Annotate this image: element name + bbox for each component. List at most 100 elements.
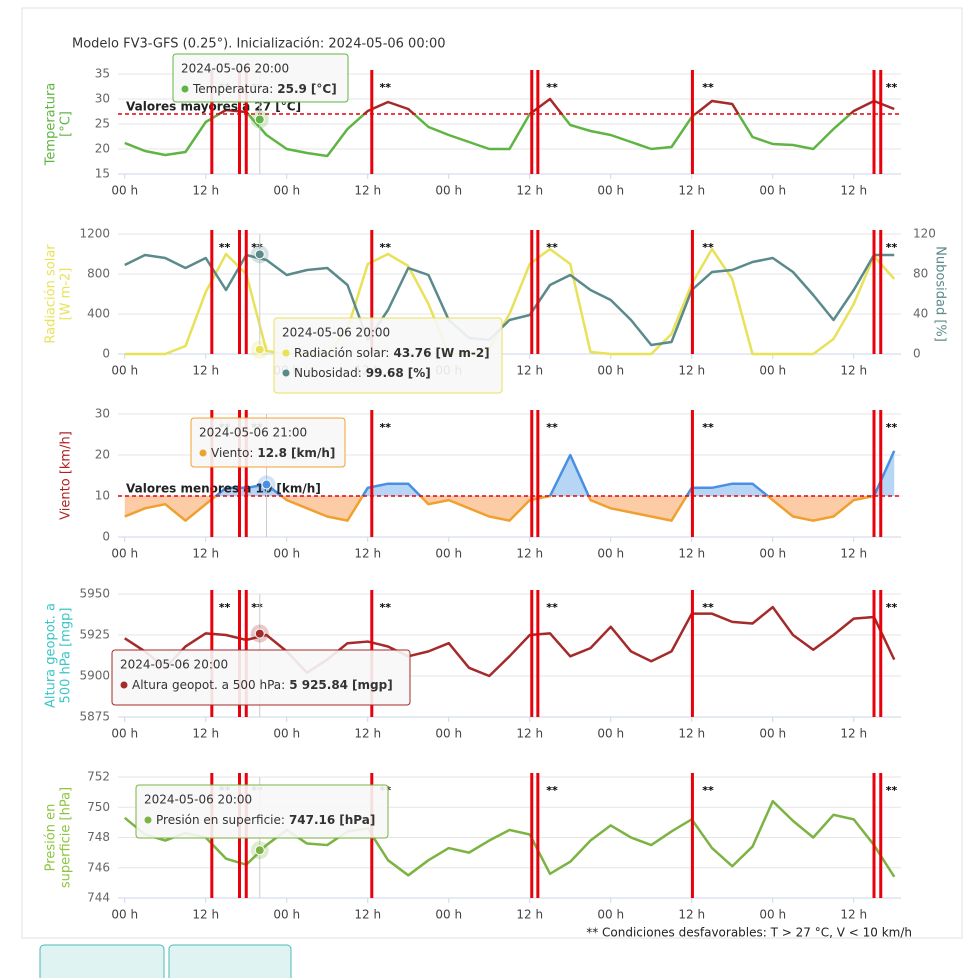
tooltip-value: 12.8: [257, 446, 287, 460]
x-tick-label: 00 h: [597, 908, 624, 922]
tooltip-label: Altura geopot. a 500 hPa:: [132, 678, 285, 692]
x-tick-label: 12 h: [678, 727, 705, 741]
tooltip-unit: [mgp]: [352, 678, 393, 692]
x-tick-label: 12 h: [516, 727, 543, 741]
tooltip-box: [135, 784, 389, 839]
tooltip-bullet: [199, 449, 207, 457]
y-axis-title: superficie [hPa]: [59, 787, 74, 888]
tooltip-value: 99.68: [366, 366, 404, 380]
x-tick-label: 12 h: [840, 727, 867, 741]
x-tick-label: 12 h: [192, 364, 219, 378]
y2-tick-label: 80: [913, 267, 928, 281]
tooltip-box: [172, 53, 349, 103]
x-tick-label: 12 h: [678, 547, 705, 561]
y2-tick-label: 40: [913, 307, 928, 321]
y-tick-label: 0: [102, 347, 110, 361]
tooltip-bullet: [144, 816, 152, 824]
y-tick-label: 5875: [79, 710, 110, 724]
y-axis-title: Radiación solar: [44, 244, 59, 344]
y-axis-title: Altura geopot. a: [44, 603, 59, 708]
hover-point: [254, 845, 265, 856]
y-tick-label: 20: [95, 448, 110, 462]
alert-label: **: [702, 81, 714, 94]
y-axis-title: [W m-2]: [59, 268, 74, 321]
tooltip-label: Temperatura:: [192, 82, 273, 96]
y-tick-label: 0: [102, 530, 110, 544]
y-tick-label: 10: [95, 489, 110, 503]
alert-label: **: [886, 241, 898, 254]
y-tick-label: 750: [87, 800, 110, 814]
line: [124, 496, 876, 522]
alert-label: **: [380, 81, 392, 94]
frame: [21, 7, 963, 939]
alert-label: **: [380, 601, 392, 614]
y-axis-title: 500 hPa [mgp]: [59, 608, 74, 704]
tooltip-title: 2024-05-06 21:00: [199, 426, 307, 440]
y2-tick-label: 120: [913, 227, 936, 241]
tooltip-bullet: [282, 349, 290, 357]
x-tick-label: 12 h: [192, 727, 219, 741]
area-below: [124, 496, 895, 521]
hover-point: [254, 344, 265, 355]
y-tick-label: 30: [95, 92, 110, 106]
alert-label: **: [702, 241, 714, 254]
tooltip-title: 2024-05-06 20:00: [144, 793, 252, 807]
x-tick-label: 12 h: [192, 547, 219, 561]
alert-label: **: [546, 784, 558, 797]
y-axis-title: Viento [km/h]: [59, 431, 74, 520]
tooltip-unit: [%]: [408, 366, 431, 380]
button[interactable]: [39, 944, 165, 978]
hover-point: [254, 114, 265, 125]
tooltip-unit: [km/h]: [291, 446, 335, 460]
tooltip-row: Presión en superficie: 747.16 [hPa]: [156, 813, 375, 827]
tooltip-value: 25.9: [277, 82, 307, 96]
x-tick-label: 12 h: [354, 908, 381, 922]
tooltip-unit: [W m-2]: [435, 346, 489, 360]
y-tick-label: 748: [87, 830, 110, 844]
x-tick-label: 00 h: [435, 908, 462, 922]
x-tick-label: 12 h: [516, 364, 543, 378]
alert-label: **: [380, 241, 392, 254]
y2-tick-label: 0: [913, 347, 921, 361]
x-tick-label: 12 h: [840, 908, 867, 922]
alert-label: **: [886, 421, 898, 434]
hover-point: [261, 479, 272, 490]
alert-label: **: [546, 421, 558, 434]
tooltip-row: Viento: 12.8 [km/h]: [211, 446, 335, 460]
y-axis-title: Presión en: [44, 804, 59, 872]
tooltip-value: 5 925.84: [289, 678, 348, 692]
line-above-threshold: [213, 450, 896, 496]
x-tick-label: 12 h: [192, 908, 219, 922]
alert-label: **: [702, 784, 714, 797]
hover-point: [254, 628, 265, 639]
x-tick-label: 00 h: [435, 547, 462, 561]
x-tick-label: 12 h: [354, 184, 381, 198]
y-tick-label: 15: [95, 167, 110, 181]
x-tick-label: 12 h: [678, 364, 705, 378]
tooltip-box: [111, 649, 411, 706]
x-tick-label: 12 h: [840, 364, 867, 378]
alert-label: **: [546, 81, 558, 94]
y-tick-label: 744: [87, 891, 110, 905]
x-tick-label: 12 h: [516, 908, 543, 922]
x-tick-label: 00 h: [759, 547, 786, 561]
x-tick-label: 12 h: [840, 547, 867, 561]
tooltip-value: 43.76: [393, 346, 431, 360]
tooltip-row: Nubosidad: 99.68 [%]: [294, 366, 431, 380]
tooltip-bullet: [120, 681, 128, 689]
alert-label: **: [546, 241, 558, 254]
tooltip-bullet: [282, 369, 290, 377]
header: Modelo FV3-GFS (0.25°). Inicialización: …: [72, 37, 446, 52]
x-tick-label: 00 h: [111, 184, 138, 198]
button[interactable]: [168, 944, 292, 978]
alert-label: **: [251, 601, 263, 614]
x-tick-label: 00 h: [435, 184, 462, 198]
tooltip-box: [190, 417, 346, 468]
y-axis-title: Temperatura: [44, 83, 59, 167]
tooltip-label: Presión en superficie:: [156, 813, 285, 827]
y-tick-label: 800: [87, 267, 110, 281]
x-tick-label: 12 h: [192, 184, 219, 198]
tooltip-row: Radiación solar: 43.76 [W m-2]: [294, 346, 490, 360]
alert-label: **: [219, 241, 231, 254]
